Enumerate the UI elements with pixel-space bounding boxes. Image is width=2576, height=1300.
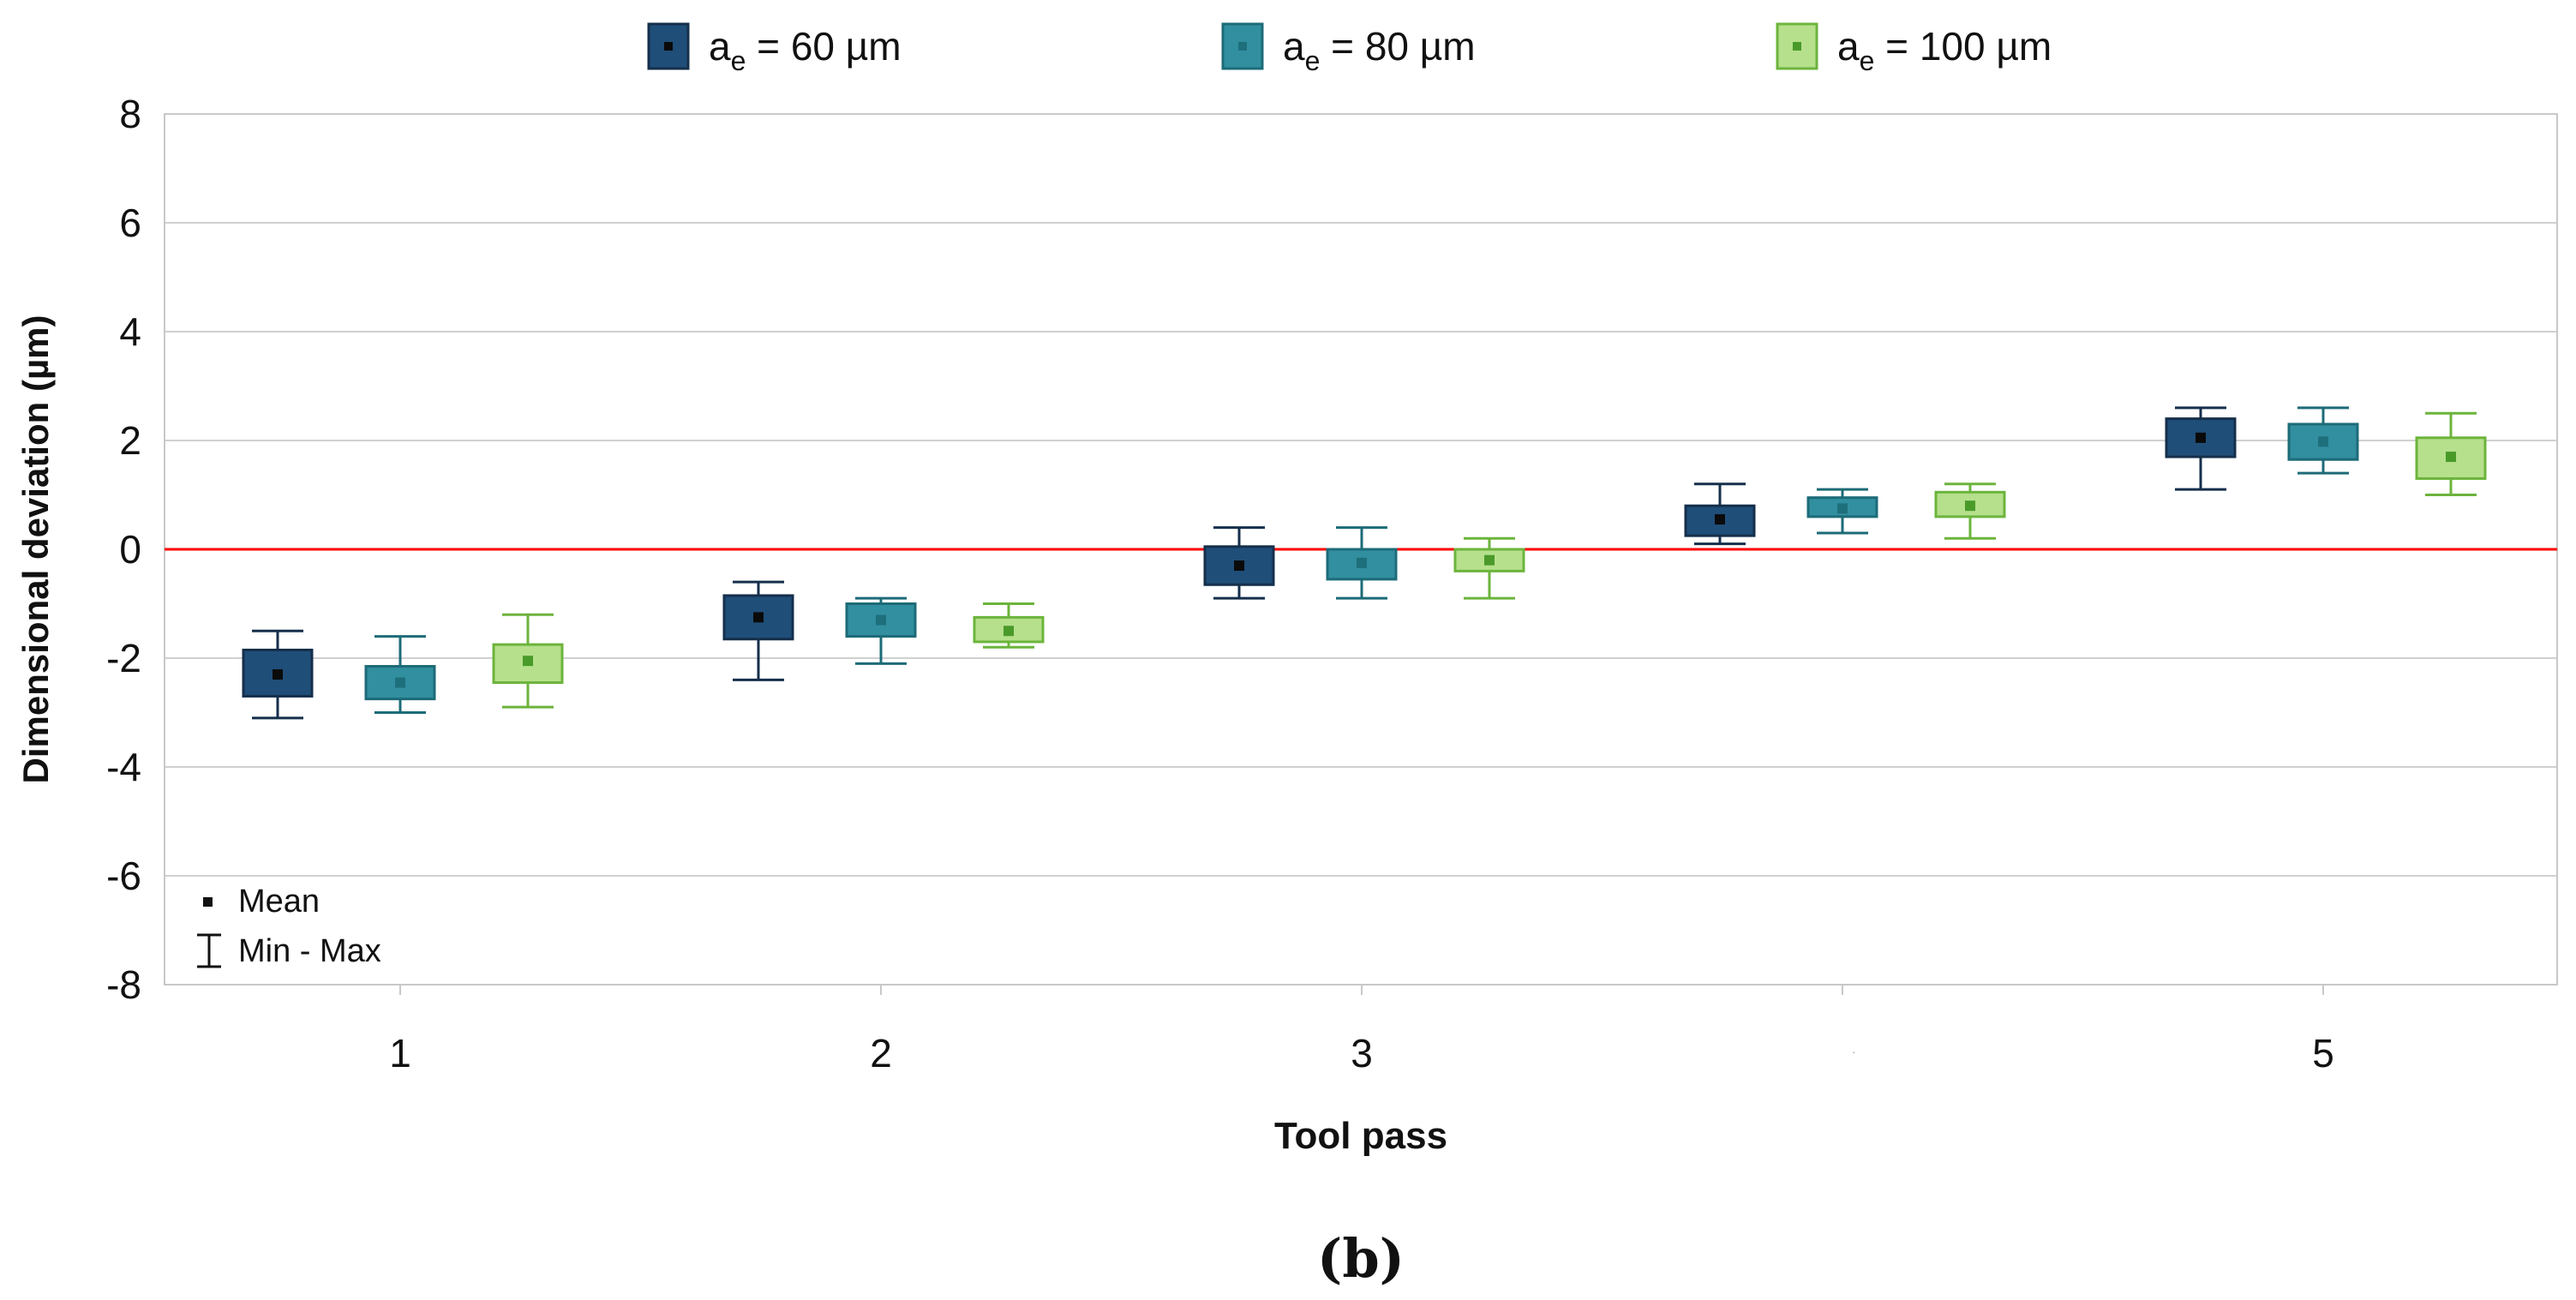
box [973, 615, 1045, 644]
y-tick-label: -4 [106, 745, 141, 789]
box [2165, 417, 2237, 458]
legend-mean-marker [664, 42, 673, 51]
legend-mean-marker [1793, 42, 1801, 51]
box-series-3-pass-3 [1453, 536, 1525, 600]
y-tick-label: -8 [106, 962, 141, 1007]
mean-marker [395, 677, 405, 688]
legend-item-1: ae = 60 µm [647, 22, 902, 76]
mean-marker [1965, 500, 1975, 512]
mean-key-label: Mean [238, 884, 320, 920]
box-series-1-pass-1 [242, 629, 314, 720]
box-series-3-pass-2 [973, 602, 1045, 649]
legend-mean-marker [1238, 42, 1247, 51]
mean-marker [1715, 514, 1725, 525]
x-tick-label: 3 [1351, 1031, 1373, 1075]
legend-label: ae = 80 µm [1283, 24, 1476, 76]
box-series-2-pass-1 [364, 635, 436, 714]
box [1453, 548, 1525, 572]
legend-label: ae = 60 µm [709, 24, 902, 76]
box-series-2-pass-2 [845, 596, 917, 665]
legend-label-subscript: e [1860, 45, 1875, 76]
legend-label-base: a [1283, 24, 1305, 69]
legend-label-subscript: e [731, 45, 746, 76]
box-series-1-pass-4 [1684, 482, 1756, 546]
mean-marker [2446, 452, 2456, 463]
y-tick-label: -2 [106, 636, 141, 680]
legend-label: ae = 100 µm [1837, 24, 2052, 76]
box-series-1-pass-5 [2165, 406, 2237, 491]
x-tick-label: 5 [2312, 1031, 2334, 1075]
mean-marker [1357, 557, 1367, 568]
y-tick-label: 4 [119, 309, 141, 354]
mean-marker [523, 656, 533, 667]
mean-marker [2196, 432, 2206, 443]
box-series-2-pass-3 [1326, 526, 1398, 600]
x-tick-label: 1 [389, 1031, 411, 1075]
legend-label-rest: = 80 µm [1320, 24, 1475, 69]
legend-item-2: ae = 80 µm [1221, 22, 1476, 76]
mean-marker-key [203, 897, 213, 907]
y-tick-label: -6 [106, 854, 141, 898]
mean-marker [1003, 626, 1014, 637]
y-tick-label: 8 [119, 92, 141, 136]
x-axis-ticks: 1 2 3 5 [389, 985, 2334, 1075]
y-tick-label: 2 [119, 418, 141, 463]
legend-label-rest: = 60 µm [746, 24, 901, 69]
box-series-3-pass-1 [492, 613, 564, 709]
legend-label-subscript: e [1305, 45, 1321, 76]
legend: ae = 60 µm ae = 80 µm ae = 100 µm [647, 22, 2052, 76]
mean-marker [2318, 436, 2328, 447]
y-tick-label: 0 [119, 527, 141, 572]
mean-marker [1837, 503, 1848, 514]
y-axis-label: Dimensional deviation (µm) [15, 315, 56, 784]
box-series-3-pass-4 [1934, 482, 2006, 540]
box-series-1-pass-2 [722, 580, 794, 681]
figure-caption: (b) [1317, 1227, 1405, 1290]
box [2415, 436, 2487, 480]
x-axis-label: Tool pass [1274, 1115, 1447, 1157]
y-axis-ticks: -8 -6 -4 -2 0 2 4 6 8 [106, 92, 141, 1007]
box-series-2-pass-4 [1806, 488, 1878, 535]
y-tick-label: 6 [119, 201, 141, 245]
series-1 [242, 406, 2237, 720]
min-max-key-label: Min - Max [238, 933, 381, 969]
box-series-1-pass-3 [1203, 526, 1275, 600]
box-series [242, 406, 2487, 720]
series-3 [492, 411, 2487, 709]
legend-item-3: ae = 100 µm [1776, 22, 2052, 76]
mean-marker [1234, 560, 1244, 572]
legend-swatch [647, 22, 690, 70]
mean-marker [753, 612, 764, 623]
legend-label-base: a [709, 24, 731, 69]
legend-label-rest: = 100 µm [1874, 24, 2052, 69]
min-max-key-icon [197, 933, 221, 968]
inset-legend: Mean Min - Max [197, 884, 381, 969]
mean-marker [273, 669, 283, 680]
box-series-3-pass-5 [2415, 411, 2487, 496]
x-tick-label: 2 [870, 1031, 892, 1075]
legend-label-base: a [1837, 24, 1860, 69]
stray-tick-mark: · [1852, 1045, 1856, 1058]
mean-marker [1484, 554, 1495, 566]
series-2 [364, 406, 2359, 714]
box-series-2-pass-5 [2287, 406, 2359, 475]
mean-marker [876, 614, 886, 626]
